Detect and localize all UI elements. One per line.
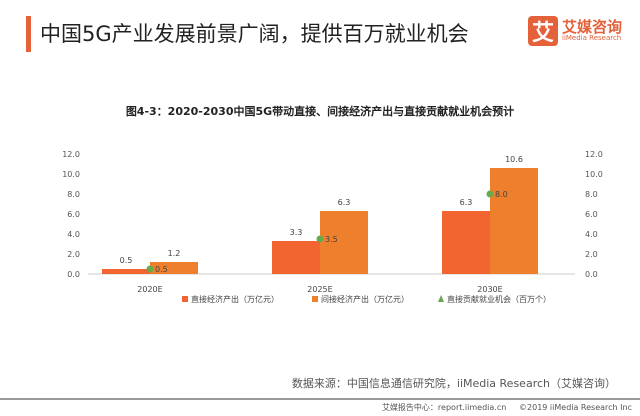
data-label: 3.3 bbox=[290, 228, 303, 237]
bar bbox=[150, 262, 198, 274]
y-tick-label: 10.0 bbox=[62, 170, 80, 179]
y-tick-label: 8.0 bbox=[67, 190, 80, 199]
data-label: 6.3 bbox=[460, 198, 473, 207]
marker bbox=[146, 265, 154, 273]
y-tick-label: 12.0 bbox=[62, 150, 80, 159]
footer-divider bbox=[0, 398, 640, 400]
chart-title: 图4-3：2020-2030中国5G带动直接、间接经济产出与直接贡献就业机会预计 bbox=[125, 105, 515, 118]
y2-tick-label: 6.0 bbox=[585, 210, 598, 219]
y-tick-label: 6.0 bbox=[67, 210, 80, 219]
x-tick-label: 2020E bbox=[137, 285, 162, 294]
source-note: 数据来源：中国信息通信研究院，iiMedia Research（艾媒咨询） bbox=[291, 377, 616, 390]
data-label: 1.2 bbox=[168, 249, 181, 258]
logo-mark: 艾 bbox=[528, 16, 558, 46]
copyright: ©2019 iiMedia Research Inc bbox=[519, 403, 632, 412]
data-label: 6.3 bbox=[338, 198, 351, 207]
report-center: 艾媒报告中心：report.iimedia.cn bbox=[381, 403, 507, 412]
data-label: 0.5 bbox=[120, 256, 133, 265]
title-accent-bar bbox=[26, 16, 31, 52]
marker bbox=[316, 235, 324, 243]
y2-tick-label: 10.0 bbox=[585, 170, 603, 179]
legend-label: 直接贡献就业机会（百万个） bbox=[447, 294, 551, 304]
bar bbox=[320, 211, 368, 274]
y2-tick-label: 12.0 bbox=[585, 150, 603, 159]
data-label: 3.5 bbox=[325, 235, 338, 244]
legend-swatch bbox=[438, 295, 444, 302]
y2-tick-label: 0.0 bbox=[585, 270, 598, 279]
bar bbox=[490, 168, 538, 274]
page-title: 中国5G产业发展前景广阔，提供百万就业机会 bbox=[40, 22, 469, 46]
y2-tick-label: 4.0 bbox=[585, 230, 598, 239]
y-tick-label: 2.0 bbox=[67, 250, 80, 259]
x-tick-label: 2025E bbox=[307, 285, 332, 294]
y2-tick-label: 2.0 bbox=[585, 250, 598, 259]
y-tick-label: 4.0 bbox=[67, 230, 80, 239]
legend-swatch bbox=[312, 296, 318, 302]
legend-label: 间接经济产出（万亿元） bbox=[321, 294, 409, 304]
legend-label: 直接经济产出（万亿元） bbox=[191, 294, 279, 304]
marker bbox=[486, 190, 494, 198]
y2-tick-label: 8.0 bbox=[585, 190, 598, 199]
bar bbox=[272, 241, 320, 274]
x-tick-label: 2030E bbox=[477, 285, 502, 294]
bar bbox=[102, 269, 150, 274]
logo-en: iiMedia Research bbox=[562, 34, 622, 42]
data-label: 10.6 bbox=[505, 155, 523, 164]
logo-cn: 艾媒咨询 bbox=[562, 18, 623, 36]
data-label: 8.0 bbox=[495, 190, 508, 199]
footer: 艾媒报告中心：report.iimedia.cn ©2019 iiMedia R… bbox=[382, 402, 632, 413]
data-label: 0.5 bbox=[155, 265, 168, 274]
y-tick-label: 0.0 bbox=[67, 270, 80, 279]
legend-swatch bbox=[182, 296, 188, 302]
logo: 艾 艾媒咨询 iiMedia Research bbox=[528, 16, 622, 46]
bar bbox=[442, 211, 490, 274]
